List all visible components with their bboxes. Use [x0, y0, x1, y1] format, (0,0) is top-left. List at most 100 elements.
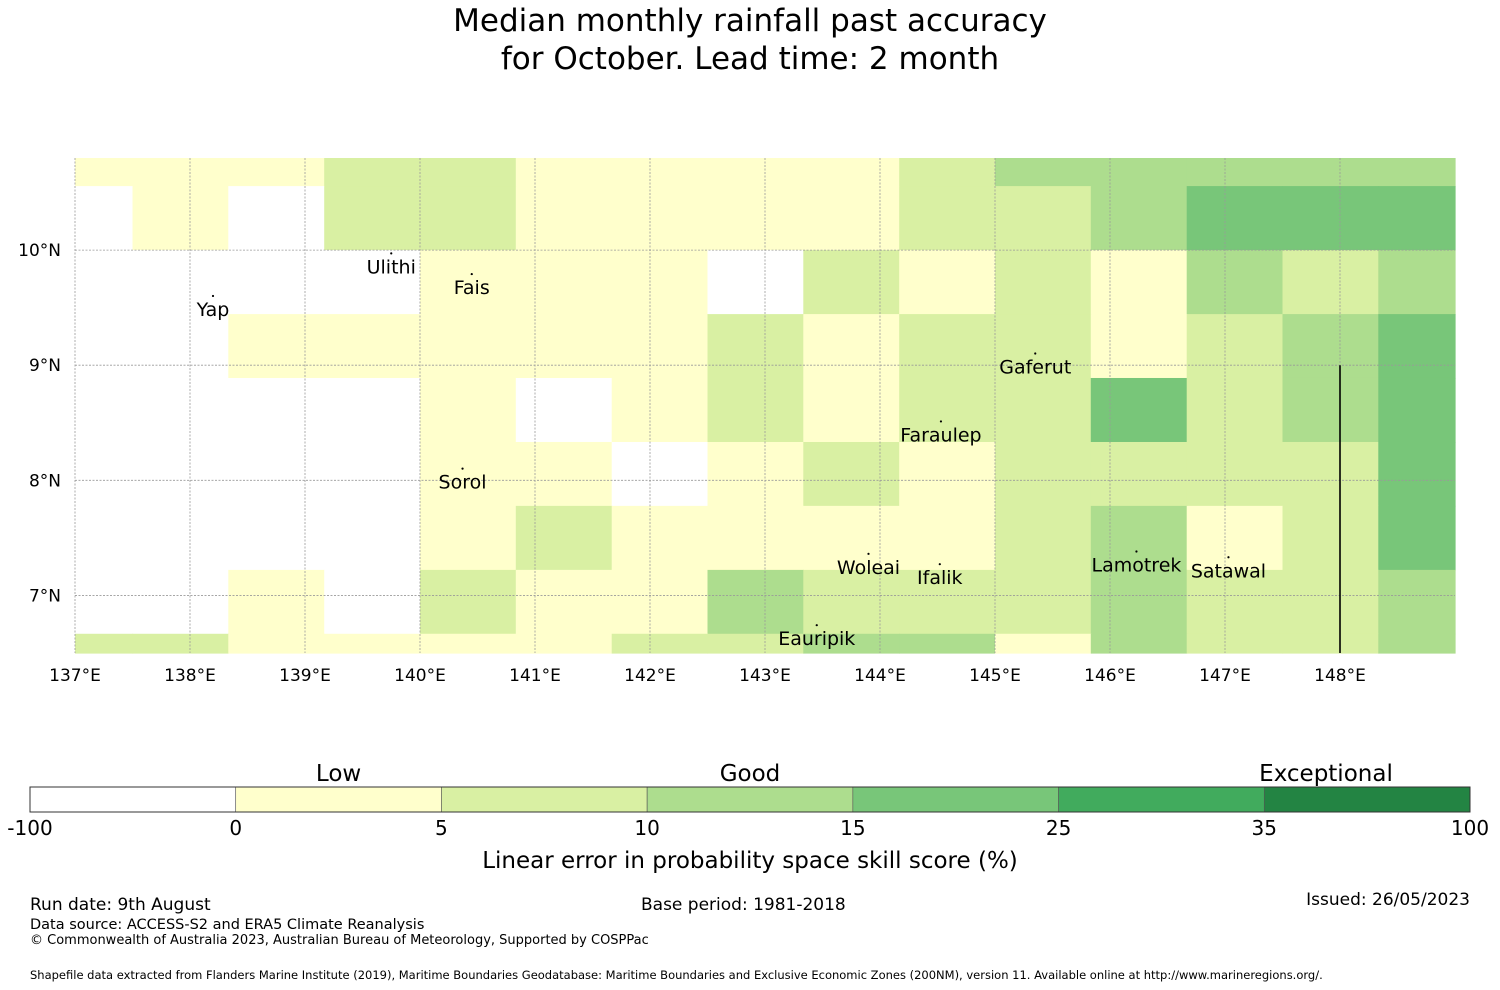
skill-cell	[515, 250, 613, 315]
skill-cell	[707, 250, 804, 315]
skill-cell	[228, 569, 325, 635]
skill-cell	[707, 505, 804, 571]
colorbar-tick-label: 0	[229, 816, 242, 840]
skill-cell	[75, 314, 134, 379]
longitude-tick-label: 141°E	[509, 666, 561, 686]
skill-cell	[611, 377, 709, 443]
skill-cell	[1282, 569, 1379, 635]
skill-cell	[611, 633, 709, 654]
skill-cell	[75, 377, 134, 443]
skill-cell	[324, 441, 421, 507]
skill-cell	[1378, 505, 1456, 571]
place-label: Fais	[454, 277, 490, 299]
skill-cell	[899, 377, 996, 443]
skill-cell	[1186, 569, 1284, 635]
latitude-tick-labels: 10°N 9°N 8°N 7°N	[18, 241, 61, 606]
skill-cell	[1090, 377, 1188, 443]
skill-cell	[611, 314, 709, 379]
graticule	[74, 158, 1455, 653]
skill-cell	[995, 314, 1092, 379]
skill-cell	[1378, 158, 1456, 187]
skill-cell	[1378, 633, 1456, 654]
place-label: Ifalik	[917, 567, 963, 589]
skill-cell	[1090, 441, 1188, 507]
longitude-tick-label: 145°E	[969, 666, 1021, 686]
data-source: Data source: ACCESS-S2 and ERA5 Climate …	[30, 917, 425, 933]
map-title-line-1: Median monthly rainfall past accuracy	[453, 3, 1047, 39]
skill-cell	[1282, 377, 1379, 443]
skill-cell	[324, 377, 421, 443]
skill-cell	[995, 158, 1092, 187]
skill-cell	[1186, 186, 1284, 251]
skill-cell	[1090, 569, 1188, 635]
skill-cell	[1090, 505, 1188, 571]
skill-cell	[803, 314, 900, 379]
skill-cell	[803, 158, 900, 187]
colorbar-bin	[646, 786, 854, 813]
skill-cell	[515, 314, 613, 379]
skill-cell	[1378, 441, 1456, 507]
skill-cell	[707, 186, 804, 251]
skill-cell	[1282, 505, 1379, 571]
skill-cell	[995, 377, 1092, 443]
colorbar-bin	[29, 786, 237, 813]
skill-cell	[420, 314, 517, 379]
skill-cell	[75, 186, 134, 251]
skill-cell	[995, 633, 1092, 654]
skill-cell	[707, 569, 804, 635]
longitude-tick-label: 144°E	[854, 666, 906, 686]
skill-cell	[132, 314, 229, 379]
longitude-tick-label: 143°E	[739, 666, 791, 686]
skill-cell	[1378, 314, 1456, 379]
longitude-tick-label: 142°E	[624, 666, 676, 686]
skill-cell	[1186, 158, 1284, 187]
skill-cell	[1282, 441, 1379, 507]
skill-cell	[1090, 633, 1188, 654]
skill-cell	[611, 441, 709, 507]
skill-cell	[75, 633, 134, 654]
skill-cell	[228, 186, 325, 251]
colorbar-tick-label: 10	[634, 816, 659, 840]
colorbar-category-label: Low	[316, 761, 361, 787]
skill-cell	[707, 377, 804, 443]
skill-cell	[324, 569, 421, 635]
longitude-tick-label: 148°E	[1314, 666, 1366, 686]
skill-cell	[75, 158, 134, 187]
skill-cell	[611, 569, 709, 635]
shapefile-credit: Shapefile data extracted from Flanders M…	[30, 968, 1323, 982]
skill-cell	[324, 250, 421, 315]
skill-cell	[228, 633, 325, 654]
run-date: Run date: 9th August	[30, 895, 211, 915]
skill-cell	[995, 505, 1092, 571]
skill-cell	[324, 314, 421, 379]
skill-cell	[75, 569, 134, 635]
colorbar-tick-label: 15	[840, 816, 865, 840]
colorbar-bin	[1263, 786, 1471, 813]
skill-cell	[611, 250, 709, 315]
skill-cell	[995, 441, 1092, 507]
island-marker	[390, 252, 393, 255]
skill-cell	[1090, 314, 1188, 379]
skill-cell	[420, 569, 517, 635]
skill-cell	[75, 250, 134, 315]
skill-cell	[515, 158, 613, 187]
skill-cell	[899, 569, 996, 635]
skill-cell	[899, 633, 996, 654]
island-marker	[470, 272, 473, 276]
skill-cell	[995, 569, 1092, 635]
colorbar-tick-label: -100	[7, 816, 52, 840]
skill-cell	[132, 186, 229, 251]
latitude-tick-label: 8°N	[29, 471, 61, 491]
skill-cell	[132, 158, 229, 187]
skill-cell	[1186, 314, 1284, 379]
skill-cell	[228, 250, 325, 315]
skill-cell	[803, 377, 900, 443]
skill-cell	[420, 158, 517, 187]
longitude-tick-label: 139°E	[279, 666, 331, 686]
skill-cell	[1282, 250, 1379, 315]
skill-cell	[75, 441, 134, 507]
skill-cell	[1186, 377, 1284, 443]
skill-cell	[803, 633, 900, 654]
island-marker	[867, 552, 870, 555]
